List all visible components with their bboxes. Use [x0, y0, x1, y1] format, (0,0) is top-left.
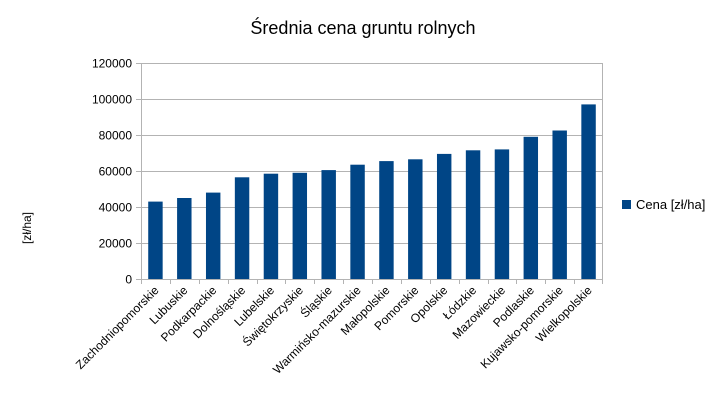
- y-tick-label: 100000: [92, 93, 132, 107]
- bar: [321, 170, 336, 279]
- bar: [177, 198, 192, 279]
- y-tick-label: 120000: [92, 57, 132, 71]
- bars: [148, 104, 596, 280]
- bar: [494, 149, 510, 279]
- y-tick-label: 60000: [99, 165, 133, 179]
- bar: [234, 177, 250, 279]
- y-axis-title: [zł/ha]: [20, 211, 34, 245]
- y-tick-label: 20000: [99, 237, 133, 251]
- bar: [436, 153, 452, 279]
- y-tick-label: 80000: [99, 129, 133, 143]
- x-tick-label: Zachodniopomorskie: [73, 283, 162, 372]
- chart-title: Średnia cena gruntu rolnych: [250, 18, 476, 38]
- y-tick-labels: 0 20000 40000 60000 80000 100000 120000: [92, 57, 132, 287]
- bar: [581, 104, 596, 280]
- bar: [148, 201, 163, 279]
- legend-swatch: [622, 200, 631, 209]
- y-tick-label: 0: [125, 273, 132, 287]
- bar: [408, 159, 423, 279]
- x-tick-labels: ZachodniopomorskieLubuskiePodkarpackieDo…: [73, 282, 595, 376]
- legend-label: Cena [zł/ha]: [636, 197, 706, 212]
- bar: [523, 136, 539, 279]
- axes: [136, 63, 603, 284]
- bar: [350, 164, 365, 279]
- bar: [263, 173, 279, 279]
- legend: Cena [zł/ha]: [622, 197, 705, 212]
- bar: [465, 150, 481, 279]
- y-tick-label: 40000: [99, 201, 133, 215]
- bar: [205, 192, 221, 279]
- bar: [292, 172, 308, 279]
- bar: [552, 130, 567, 279]
- bar: [379, 161, 394, 279]
